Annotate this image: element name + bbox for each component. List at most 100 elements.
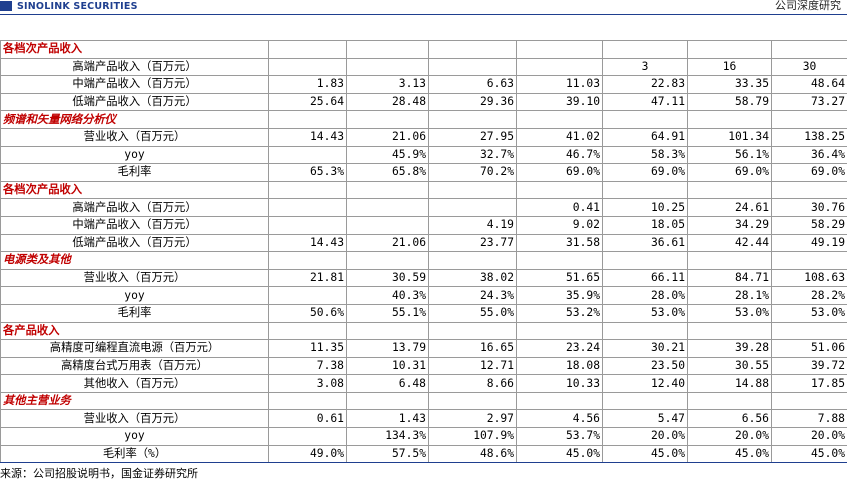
table-cell: 58.3% [602,145,688,165]
table-cell: 45.0% [516,444,603,464]
table-row: 毛利率（%） 49.0% 57.5% 48.6% 45.0% 45.0% 45.0% 45.0… [0,444,847,464]
table-cell: 10.25 [602,198,688,217]
row-label: 低端产品收入（百万元） [0,233,269,253]
row-label: 各档次产品收入 [0,40,269,59]
table-cell: 18.05 [602,215,688,235]
table-cell [602,321,688,341]
table-cell [346,391,429,411]
table-row: yoy 40.3% 24.3% 35.9% 28.0% 28.1% 28.2% [0,286,847,305]
table-cell [516,391,603,411]
row-label: 各产品收入 [0,321,269,341]
table-cell [346,57,429,77]
table-cell: 21.81 [268,268,347,288]
row-label: 毛利率（%） [0,444,269,464]
table-cell: 25.64 [268,92,347,112]
table-cell: 10.33 [516,374,603,393]
table-cell [268,198,347,217]
table-cell: 6.56 [687,409,772,429]
row-label: 其他主营业务 [0,391,269,411]
table-cell [602,391,688,411]
table-cell: 56.1% [687,145,772,165]
table-cell: 6.48 [346,374,429,393]
table-cell: 107.9% [428,427,517,446]
table-cell [516,321,603,341]
row-label: yoy [0,145,269,165]
table-cell: 4.56 [516,409,603,429]
table-cell: 2.97 [428,409,517,429]
row-label: yoy [0,427,269,446]
table-cell [516,180,603,200]
row-label: 各档次产品收入 [0,180,269,200]
table-cell: 69.0% [516,163,603,182]
table-cell: 5.47 [602,409,688,429]
table-cell: 27.95 [428,127,517,147]
header-divider [0,14,847,15]
table-cell: 46.7% [516,145,603,165]
table-cell: 53.7% [516,427,603,446]
row-label: 中端产品收入（百万元） [0,215,269,235]
table-body: 各档次产品收入 高端产品收入（百万元） 3 16 30 中端产品收入（百万元） 1.83 3.… [0,40,847,464]
table-cell [516,40,603,59]
table-cell: 24.3% [428,286,517,305]
table-cell: 3 [602,57,688,77]
table-cell: 0.61 [268,409,347,429]
table-cell: 34.29 [687,215,772,235]
table-cell: 10.31 [346,356,429,376]
row-label: 营业收入（百万元） [0,127,269,147]
table-row: yoy 134.3% 107.9% 53.7% 20.0% 20.0% 20.0% [0,427,847,446]
table-cell [771,321,847,341]
row-label: 营业收入（百万元） [0,409,269,429]
source-note: 来源：公司招股说明书，国金证券研究所 [0,467,198,480]
table-cell: 17.85 [771,374,847,393]
logo-mark-icon [0,1,12,11]
table-cell: 55.0% [428,303,517,323]
row-label: 高精度台式万用表（百万元） [0,356,269,376]
table-cell [428,57,517,77]
table-cell: 30 [771,57,847,77]
table-cell [771,391,847,411]
table-cell [346,110,429,129]
table-cell: 33.35 [687,75,772,94]
table-cell: 39.10 [516,92,603,112]
table-cell: 32.7% [428,145,517,165]
row-label: 中端产品收入（百万元） [0,75,269,94]
table-cell: 16 [687,57,772,77]
section-header-row: 频谱和矢量网络分析仪 [0,110,847,129]
table-cell [268,40,347,59]
table-cell: 101.34 [687,127,772,147]
table-cell: 45.0% [771,444,847,464]
table-cell: 6.63 [428,75,517,94]
table-cell: 39.72 [771,356,847,376]
table-cell [428,321,517,341]
table-cell: 24.61 [687,198,772,217]
table-cell: 36.61 [602,233,688,253]
table-cell: 8.66 [428,374,517,393]
row-label: 高端产品收入（百万元） [0,198,269,217]
table-cell: 23.24 [516,339,603,358]
table-row: 营业收入（百万元） 21.81 30.59 38.02 51.65 66.11 84.71 1… [0,268,847,288]
table-cell: 57.5% [346,444,429,464]
table-cell: 53.0% [687,303,772,323]
table-cell [687,251,772,270]
table-cell: 12.71 [428,356,517,376]
table-cell: 69.0% [687,163,772,182]
table-cell: 21.06 [346,233,429,253]
table-cell [346,198,429,217]
brand-name: SINOLINK SECURITIES [17,0,138,12]
table-cell [516,57,603,77]
table-cell: 51.06 [771,339,847,358]
table-cell [687,391,772,411]
table-cell: 28.1% [687,286,772,305]
table-cell: 39.28 [687,339,772,358]
table-cell [268,251,347,270]
table-cell: 29.36 [428,92,517,112]
table-cell: 55.1% [346,303,429,323]
table-row: 低端产品收入（百万元） 14.43 21.06 23.77 31.58 36.61 42.4… [0,233,847,253]
table-row: 高端产品收入（百万元） 0.41 10.25 24.61 30.76 [0,198,847,217]
table-cell: 30.76 [771,198,847,217]
table-cell: 11.35 [268,339,347,358]
table-cell: 14.43 [268,127,347,147]
revenue-forecast-table: 各档次产品收入 高端产品收入（百万元） 3 16 30 中端产品收入（百万元） 1.83 3.… [0,40,847,464]
table-cell: 21.06 [346,127,429,147]
table-cell: 40.3% [346,286,429,305]
